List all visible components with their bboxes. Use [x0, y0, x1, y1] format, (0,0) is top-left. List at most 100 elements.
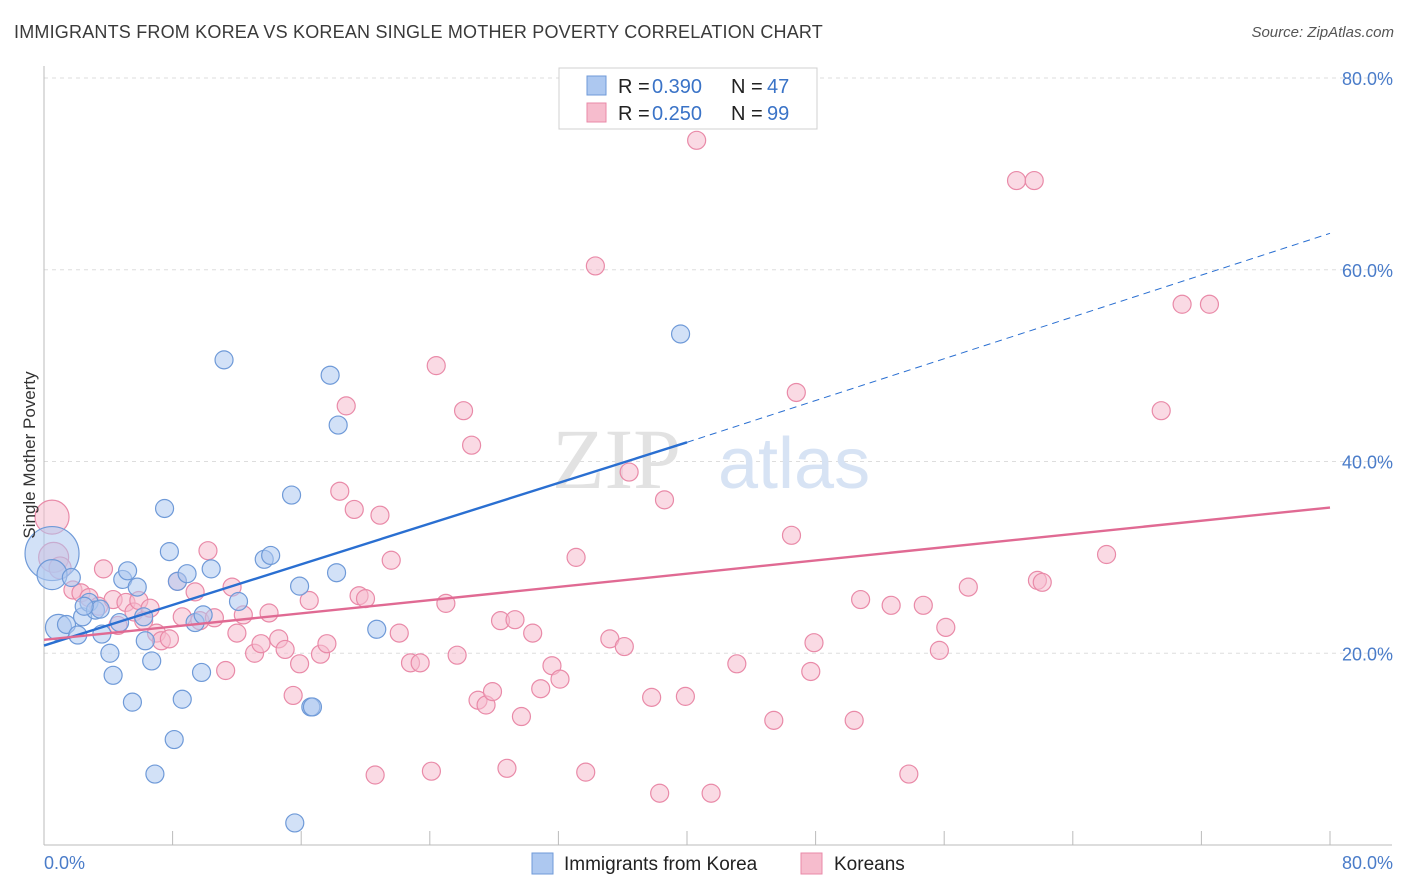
axes-layer — [43, 66, 1392, 846]
korea-point-20 — [142, 651, 162, 671]
koreans-point-80 — [781, 525, 802, 545]
korea-point-44 — [367, 619, 387, 639]
watermark-atlas: atlas — [718, 424, 870, 504]
korea-point-9 — [90, 599, 110, 619]
koreans-point-95 — [1032, 572, 1052, 592]
korea-point-37 — [285, 813, 305, 833]
korea-point-21 — [145, 764, 165, 784]
korea-point-23 — [159, 542, 179, 562]
koreans-point-37 — [317, 634, 337, 654]
koreans-point-22 — [198, 541, 218, 561]
koreans-point-33 — [283, 685, 303, 706]
koreans-point-66 — [566, 547, 586, 567]
legend-n-label-0: N = — [731, 76, 763, 98]
koreans-point-88 — [913, 595, 933, 615]
koreans-point-81 — [786, 382, 806, 403]
korea-point-24 — [164, 729, 184, 750]
koreans-point-71 — [619, 462, 639, 482]
y-axis-label: Single Mother Poverty — [20, 371, 39, 539]
korea-point-31 — [201, 559, 221, 579]
koreans-point-91 — [958, 577, 978, 597]
korea-point-29 — [191, 662, 212, 683]
koreans-point-76 — [687, 130, 707, 150]
korea-point-38 — [289, 576, 310, 596]
watermark: ZIP atlas — [552, 411, 870, 507]
koreans-point-72 — [642, 687, 662, 707]
legend-r-value-0: 0.390 — [652, 76, 702, 98]
koreans-point-61 — [511, 706, 532, 727]
koreans-point-34 — [289, 654, 310, 674]
x-tick-label-0: 0.0% — [44, 853, 85, 873]
koreans-point-68 — [585, 256, 605, 276]
koreans-point-62 — [523, 623, 543, 643]
korea-point-30 — [193, 605, 213, 625]
koreans-point-63 — [531, 679, 551, 699]
korea-point-16 — [122, 692, 143, 712]
top-legend: R = 0.390 N = 47 R = 0.250 N = 99 — [558, 67, 818, 130]
legend-n-value-0: 47 — [767, 76, 789, 98]
y-tick-label-3: 80.0% — [1342, 69, 1393, 89]
korea-point-41 — [320, 365, 340, 385]
koreans-point-99 — [1199, 294, 1220, 314]
koreans-point-96 — [1096, 544, 1117, 565]
koreans-point-57 — [482, 681, 503, 702]
korea-point-17 — [127, 577, 147, 597]
chart-title: IMMIGRANTS FROM KOREA VS KOREAN SINGLE M… — [14, 22, 823, 42]
koreans-point-78 — [727, 654, 747, 674]
korea-point-22 — [154, 498, 175, 519]
korea-point-35 — [261, 545, 281, 566]
koreans-point-30 — [259, 603, 279, 623]
koreans-point-84 — [844, 710, 864, 730]
bottom-legend-swatch-korea — [531, 852, 554, 875]
koreans-point-29 — [251, 634, 271, 654]
korea-point-33 — [228, 591, 249, 612]
koreans-point-75 — [675, 686, 695, 706]
korea-point-26 — [172, 689, 192, 709]
koreans-point-26 — [227, 623, 247, 643]
korea-point-36 — [281, 485, 302, 505]
koreans-point-74 — [654, 490, 675, 510]
korea-point-32 — [214, 350, 234, 370]
korea-point-15 — [117, 561, 138, 581]
koreans-point-24 — [216, 660, 236, 681]
korea-point-42 — [326, 563, 347, 583]
trend-layer — [43, 232, 1331, 647]
koreans-point-49 — [421, 761, 442, 781]
koreans-point-32 — [275, 639, 295, 660]
koreans-point-50 — [426, 356, 446, 376]
koreans-point-73 — [650, 783, 670, 803]
x-tick-label-1: 80.0% — [1342, 853, 1393, 873]
korea-trend-line — [43, 441, 688, 647]
korea-point-45 — [670, 324, 691, 344]
koreans-point-46 — [389, 623, 409, 643]
legend-r-label-0: R = — [618, 76, 650, 98]
legend-swatch-korea — [586, 75, 607, 96]
koreans-point-67 — [576, 762, 596, 782]
legend-n-label-1: N = — [731, 103, 763, 125]
ticks-layer: 20.0% 40.0% 60.0% 80.0% 0.0% 80.0% — [44, 69, 1393, 873]
koreans-point-38 — [330, 481, 350, 501]
y-tick-label-2: 60.0% — [1342, 261, 1393, 281]
korea-point-4 — [61, 567, 81, 588]
koreans-point-90 — [936, 617, 956, 637]
koreans-point-85 — [851, 589, 871, 610]
koreans-point-45 — [381, 550, 401, 570]
koreans-point-17 — [159, 629, 179, 649]
korea-point-46 — [74, 596, 94, 616]
koreans-point-83 — [804, 633, 824, 653]
koreans-point-7 — [93, 559, 114, 579]
legend-swatch-koreans — [586, 102, 607, 123]
korea-trend-extension — [686, 232, 1331, 443]
watermark-zip: ZIP — [552, 411, 681, 507]
points-layer — [24, 130, 1220, 833]
koreans-point-44 — [370, 505, 390, 525]
koreans-point-93 — [1024, 170, 1044, 191]
y-tick-label-1: 40.0% — [1342, 453, 1393, 473]
korea-point-43 — [328, 415, 348, 435]
koreans-point-92 — [1006, 170, 1027, 191]
korea-point-40 — [302, 697, 323, 717]
chart-source: Source: ZipAtlas.com — [1251, 24, 1394, 41]
koreans-point-53 — [453, 401, 474, 421]
koreans-point-54 — [461, 435, 482, 455]
